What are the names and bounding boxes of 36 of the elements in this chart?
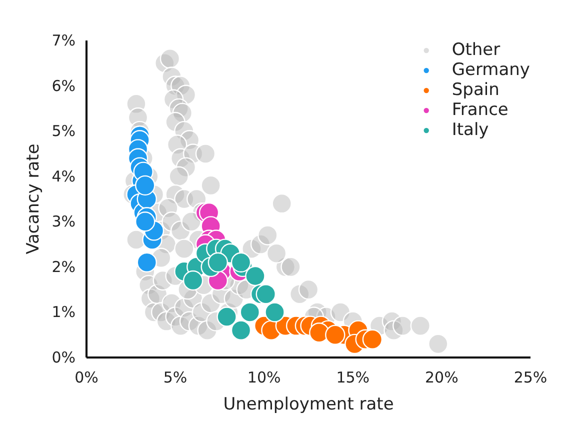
x-tick-label: 5%	[163, 368, 188, 386]
x-tick-label: 10%	[247, 368, 281, 386]
point	[230, 252, 252, 272]
point	[264, 302, 285, 322]
x-tick-label: 15%	[336, 368, 370, 386]
point	[362, 329, 383, 350]
point	[136, 252, 157, 272]
legend-label: France	[452, 100, 508, 120]
x-tick-label: 20%	[425, 368, 458, 386]
legend-label: Italy	[452, 120, 489, 140]
point	[135, 212, 156, 232]
x-tick-label: 25%	[514, 368, 548, 386]
y-tick-label: 3%	[52, 212, 76, 231]
point	[208, 252, 228, 272]
point	[216, 306, 237, 327]
y-tick-label: 0%	[52, 348, 76, 366]
x-tick-label: 0%	[74, 368, 98, 386]
point	[182, 270, 204, 291]
y-tick-label: 4%	[52, 167, 76, 186]
y-tick-label: 7%	[52, 32, 76, 50]
point	[325, 324, 346, 345]
legend-label: Germany	[452, 60, 530, 80]
x-axis-title: Unemployment rate	[223, 394, 394, 414]
point	[245, 266, 266, 286]
legend-label: Spain	[452, 80, 500, 100]
point	[240, 302, 260, 322]
y-tick-label: 5%	[52, 122, 76, 140]
point	[256, 284, 276, 304]
point	[230, 320, 252, 340]
y-axis-title: Vacancy rate	[24, 144, 44, 254]
y-tick-label: 1%	[52, 303, 76, 322]
legend-label: Other	[452, 40, 500, 60]
point	[309, 322, 330, 343]
point	[135, 175, 156, 196]
y-tick-label: 6%	[52, 76, 76, 95]
y-tick-label: 2%	[52, 258, 76, 276]
